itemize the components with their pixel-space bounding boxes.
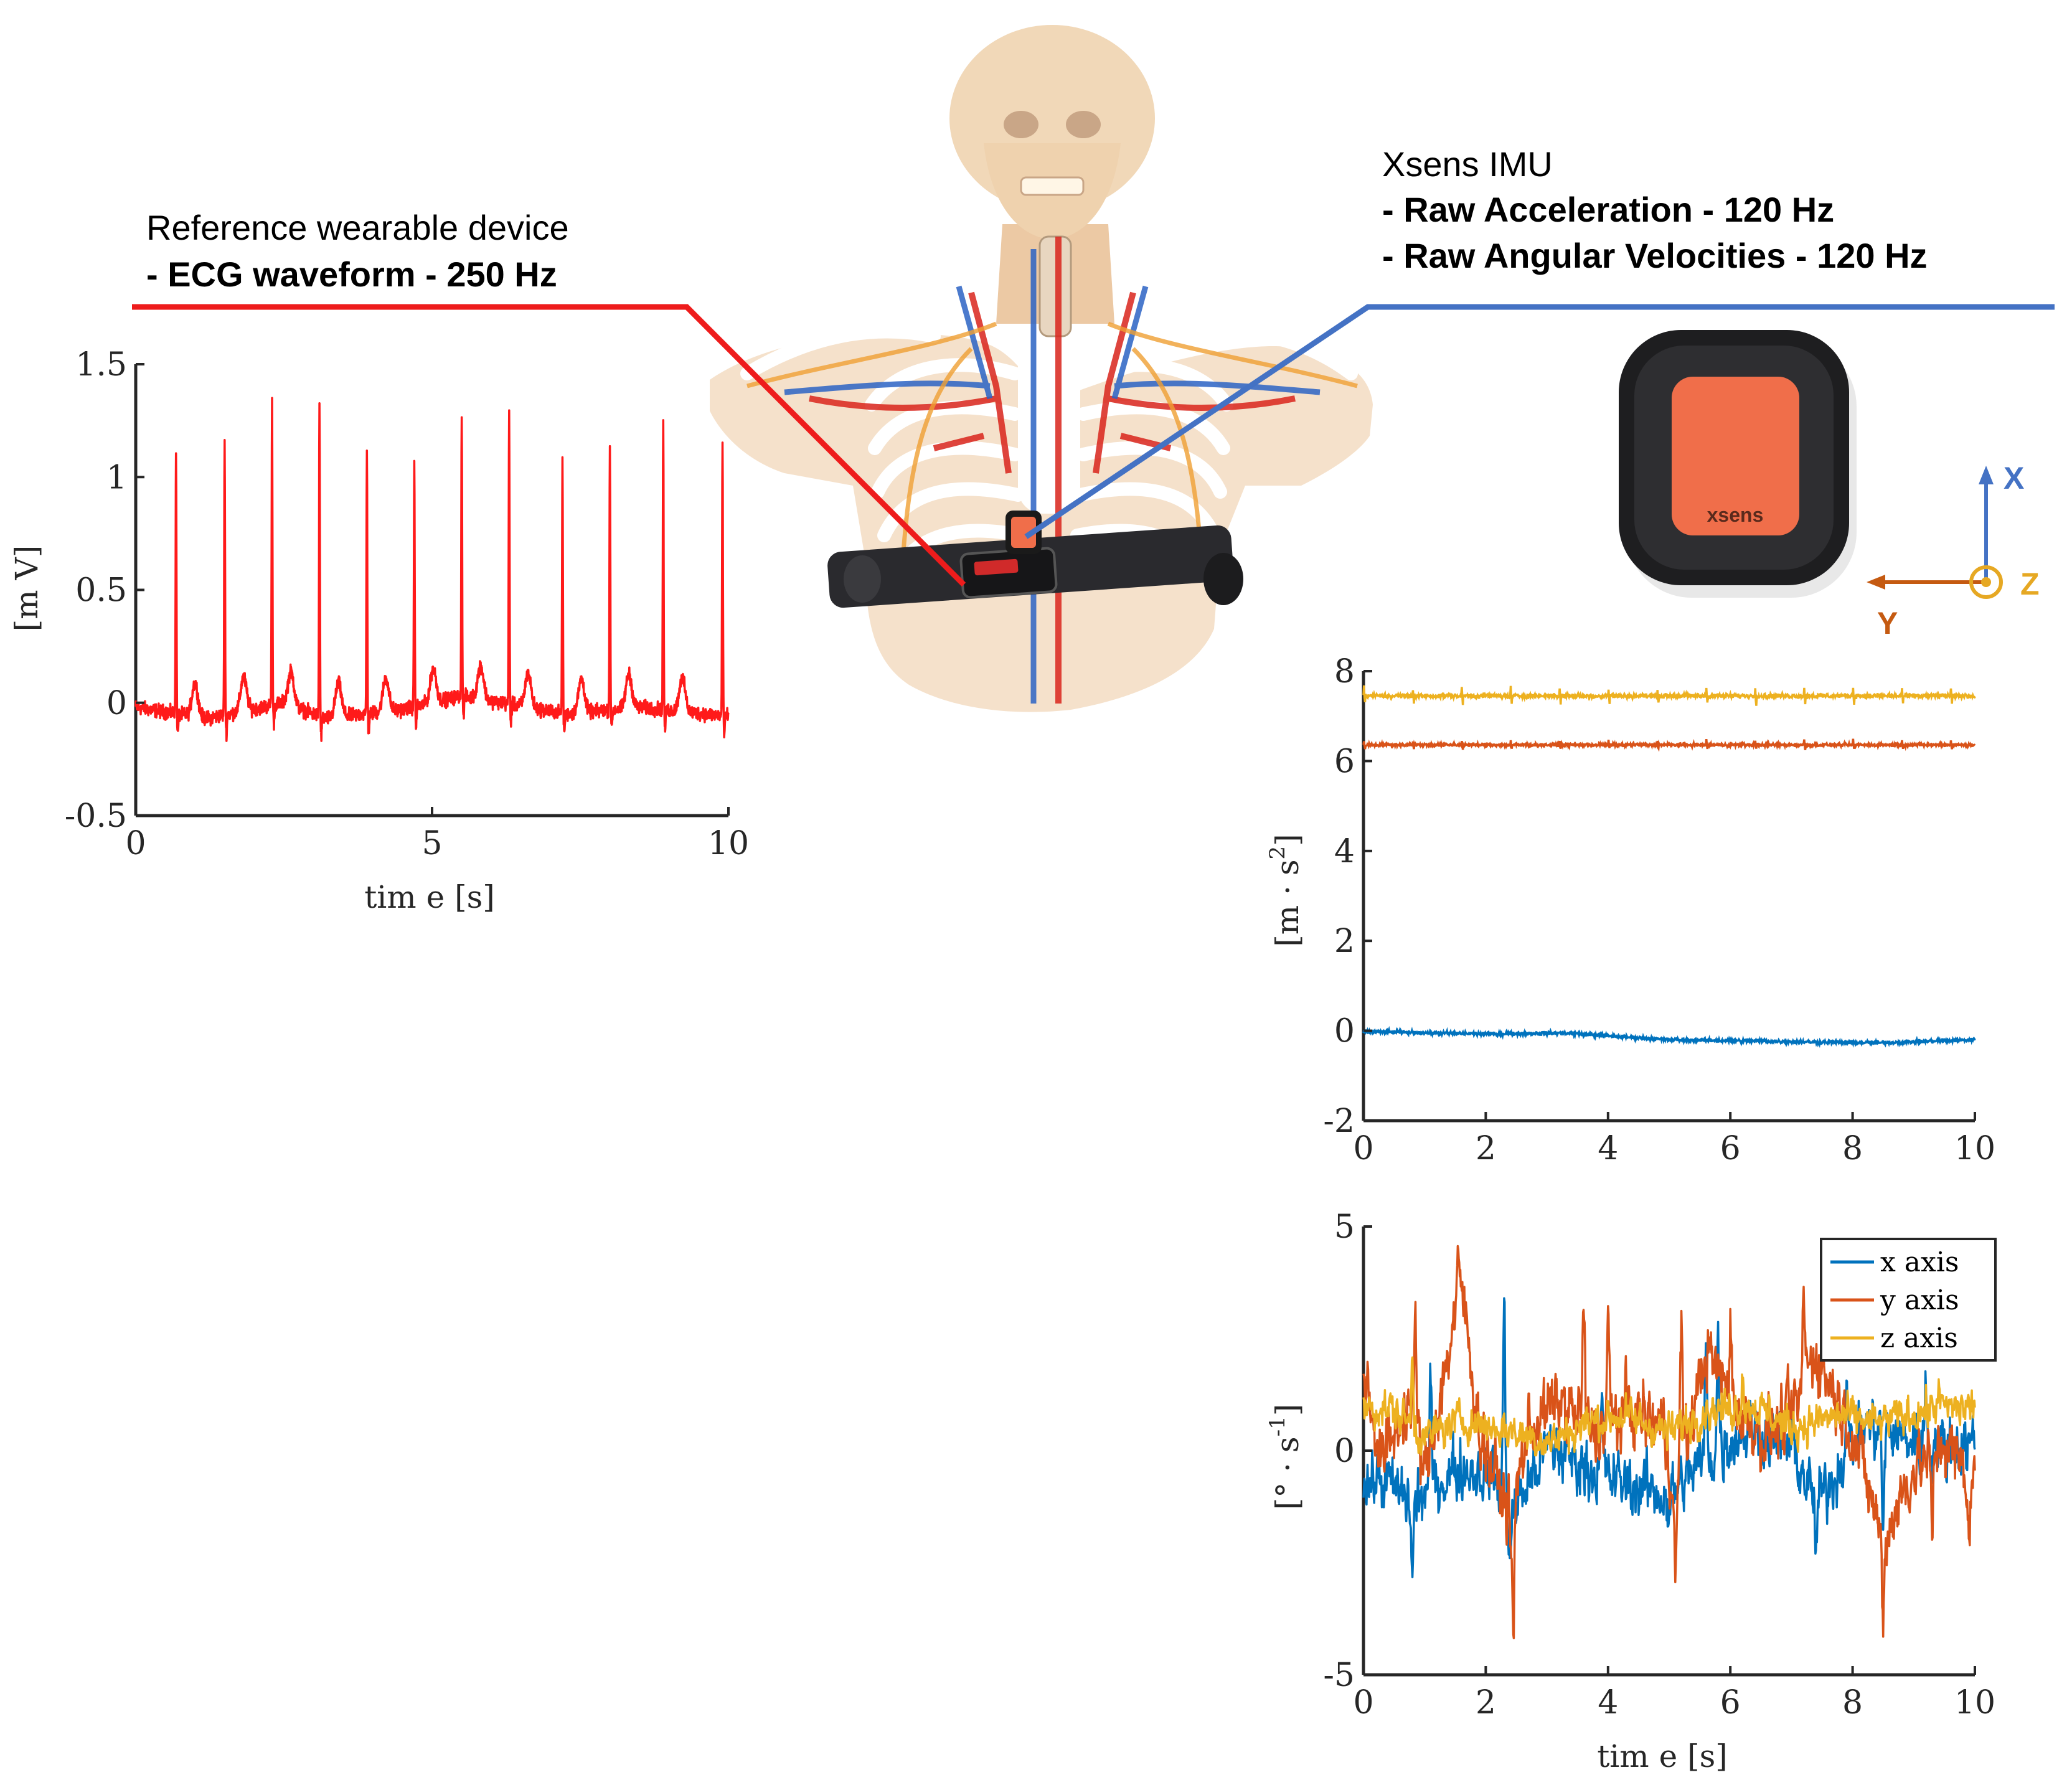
- x-axis-arrowhead: [1979, 466, 1994, 484]
- ecg-ytick-label: 0.5: [75, 572, 127, 610]
- acceleration-ylabel-close: ]: [1269, 834, 1306, 846]
- angular-velocity-chart: 0 2 4 6 8 10-505 tim e [s] [° · s-1] x axis y…: [1265, 1208, 1997, 1774]
- angular-ylabel-sup: -1: [1265, 1416, 1290, 1436]
- ecg-chart: 0 5 10-0.500.511.5 tim e [s] [m V]: [9, 346, 749, 915]
- strap-logo-patch: [974, 558, 1019, 576]
- acceleration-xtick-label: 6: [1720, 1130, 1741, 1167]
- imu-title: Xsens IMU: [1382, 144, 1553, 184]
- acceleration-series-z: [1362, 685, 1976, 706]
- angular-xtick-label: 2: [1476, 1684, 1496, 1721]
- angular-series-y: [1362, 1245, 1976, 1639]
- ecg-xtick-label: 10: [708, 825, 749, 862]
- teeth: [1020, 176, 1085, 196]
- acceleration-xtick-label: 2: [1476, 1130, 1496, 1167]
- ecg-ytick-label: 1.5: [75, 346, 127, 384]
- angular-xlabel: tim e [s]: [1597, 1738, 1728, 1774]
- chest-imu-face: [1011, 517, 1036, 548]
- angular-ticks: 0 2 4 6 8 10-505: [1323, 1208, 1995, 1721]
- acceleration-xtick-label: 10: [1954, 1130, 1995, 1167]
- orientation-glyph: X Y Z: [1867, 461, 2040, 641]
- angular-xtick-label: 8: [1842, 1684, 1863, 1721]
- torso-illustration: [710, 25, 1373, 712]
- z-axis-dot: [1981, 577, 1991, 587]
- angular-ytick-label: -5: [1323, 1657, 1355, 1694]
- legend-label-y: y axis: [1880, 1284, 1959, 1316]
- acceleration-xtick-label: 4: [1598, 1130, 1618, 1167]
- ecg-xtick-label: 0: [125, 825, 146, 862]
- angular-xtick-label: 4: [1598, 1684, 1618, 1721]
- angular-series-x: [1362, 1297, 1976, 1578]
- sensor-brand-label: xsens: [1707, 504, 1764, 526]
- reference-device-title: Reference wearable device: [146, 208, 569, 247]
- reference-leader-line: [132, 304, 966, 587]
- acceleration-ytick-label: 2: [1334, 923, 1355, 960]
- acceleration-ytick-label: -2: [1323, 1103, 1355, 1140]
- acceleration-axes: [1362, 671, 1975, 1123]
- angular-ylabel: [° · s-1]: [1265, 1404, 1306, 1510]
- imu-leader-line: [1024, 304, 2055, 539]
- eye-socket-left: [1004, 111, 1038, 138]
- acceleration-series-y: [1362, 738, 1976, 752]
- acceleration-ytick-label: 0: [1334, 1013, 1355, 1050]
- clavicle-left: [740, 324, 941, 380]
- acceleration-ytick-label: 6: [1334, 743, 1355, 780]
- vessels-blue: [784, 249, 1321, 704]
- reference-device-ecg-line: - ECG waveform - 250 Hz: [146, 255, 557, 294]
- angular-ylabel-main: [° · s: [1269, 1436, 1306, 1510]
- angular-xtick-label: 10: [1954, 1684, 1995, 1721]
- acceleration-ytick-label: 8: [1334, 653, 1355, 690]
- angular-ytick-label: 0: [1334, 1433, 1355, 1470]
- ecg-ylabel: [m V]: [9, 545, 45, 631]
- acceleration-ylabel-sup: 2: [1265, 846, 1290, 860]
- z-axis-ring: [1969, 565, 2003, 599]
- ecg-xlabel: tim e [s]: [364, 879, 495, 915]
- angular-ytick-label: 5: [1334, 1208, 1355, 1246]
- z-axis-glyph-label: Z: [2020, 567, 2040, 601]
- acceleration-series-x: [1362, 1025, 1976, 1048]
- clavicle-right: [1164, 324, 1358, 380]
- ecg-ytick-label: 1: [106, 459, 127, 496]
- acceleration-xtick-label: 8: [1842, 1130, 1863, 1167]
- angular-legend: x axis y axis z axis: [1820, 1238, 1997, 1362]
- ecg-ytick-label: -0.5: [65, 798, 127, 835]
- sensor-face: [1672, 377, 1799, 535]
- xsens-sensor-photo: xsens: [1619, 330, 1857, 598]
- ecg-ytick-label: 0: [106, 685, 127, 722]
- legend-label-z: z axis: [1880, 1322, 1958, 1354]
- strap-clip: [844, 555, 881, 603]
- y-axis-glyph-label: Y: [1877, 606, 1898, 641]
- angular-ylabel-close: ]: [1269, 1404, 1306, 1416]
- angular-xtick-label: 6: [1720, 1684, 1741, 1721]
- y-axis-arrowhead: [1867, 575, 1885, 590]
- acceleration-xtick-label: 0: [1353, 1130, 1373, 1167]
- angular-xtick-label: 0: [1353, 1684, 1373, 1721]
- acceleration-ylabel: [m · s2]: [1265, 834, 1306, 946]
- angular-series-z: [1362, 1356, 1976, 1457]
- x-axis-glyph-label: X: [2004, 461, 2024, 496]
- strap-end-cap: [1203, 553, 1243, 605]
- ecg-ticks: 0 5 10-0.500.511.5: [65, 346, 749, 862]
- acceleration-ylabel-main: [m · s: [1269, 859, 1306, 946]
- acceleration-ytick-label: 4: [1334, 833, 1355, 870]
- sternum: [1018, 339, 1080, 514]
- ecg-xtick-label: 5: [421, 825, 442, 862]
- eye-socket-right: [1066, 111, 1101, 138]
- imu-acceleration-line: - Raw Acceleration - 120 Hz: [1382, 190, 1834, 229]
- imu-angular-velocity-line: - Raw Angular Velocities - 120 Hz: [1382, 236, 1928, 275]
- ecg-series-line: [134, 397, 730, 742]
- legend-box: [1820, 1238, 1997, 1362]
- legend-label-x: x axis: [1880, 1246, 1959, 1278]
